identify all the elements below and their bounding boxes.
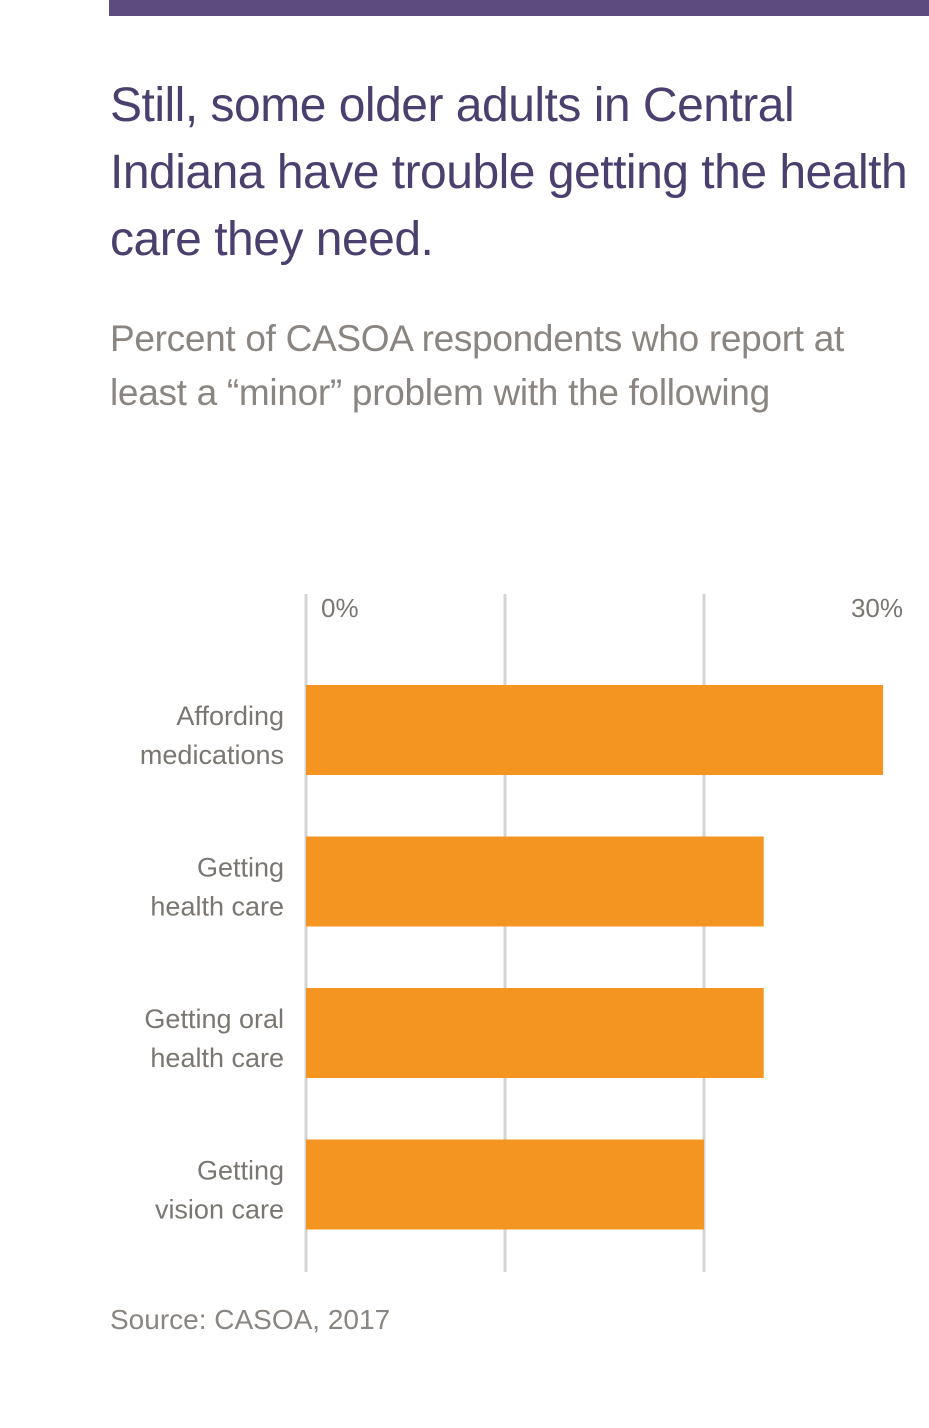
category-label-2: Getting oral health care <box>144 1004 284 1073</box>
bar-3 <box>306 1139 704 1230</box>
bar-0 <box>306 685 884 775</box>
x-axis-ticks: 0% 30% <box>321 593 903 623</box>
source-note: Source: CASOA, 2017 <box>110 1304 391 1335</box>
category-label-line: health care <box>150 892 284 922</box>
bar-chart: 0% 30% Affording medications Getting health … <box>140 593 903 1272</box>
page-title: Still, some older adults in Central Indi… <box>110 79 908 266</box>
category-label-line: Affording <box>176 701 284 731</box>
category-label-1: Getting health care <box>150 853 284 922</box>
chart-subtitle: Percent of CASOA respondents who report … <box>110 318 844 413</box>
x-tick-label-1: 30% <box>851 593 903 623</box>
category-label-line: Getting <box>197 1156 284 1186</box>
category-label-3: Getting vision care <box>155 1156 284 1225</box>
category-label-line: Getting oral <box>144 1004 284 1034</box>
top-accent-bar <box>109 0 929 16</box>
category-label-line: medications <box>140 740 284 770</box>
category-label-line: health care <box>150 1043 284 1073</box>
bars <box>306 685 884 1230</box>
bar-1 <box>306 836 764 927</box>
category-label-line: vision care <box>155 1195 284 1225</box>
category-label-line: Getting <box>197 853 284 883</box>
x-tick-label-0: 0% <box>321 593 359 623</box>
bar-2 <box>306 988 764 1078</box>
category-label-0: Affording medications <box>140 701 284 770</box>
